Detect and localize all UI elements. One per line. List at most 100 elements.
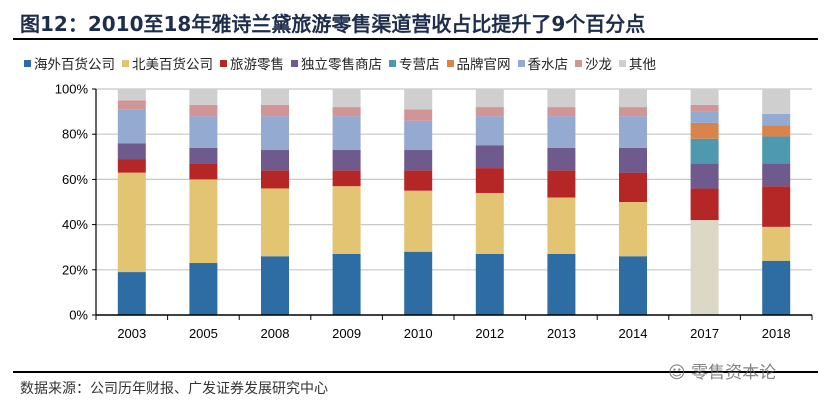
bar-segment: [690, 104, 719, 112]
bar-segment: [261, 89, 289, 105]
x-tick-label: 2012: [475, 326, 504, 341]
bar-segment: [404, 150, 433, 171]
bar-segment: [690, 188, 719, 221]
bar-segment: [762, 163, 791, 187]
x-tick-label: 2010: [404, 326, 433, 341]
bar-segment: [404, 109, 433, 121]
bar-segment: [117, 109, 146, 144]
bar-segment: [475, 107, 504, 117]
legend-swatch: [220, 59, 227, 67]
legend-item: 品牌官网: [446, 53, 511, 73]
bar-segment: [619, 202, 647, 257]
y-tick-label: 40%: [62, 217, 88, 232]
chart-legend: 海外百货公司 北美百货公司 旅游零售 独立零售商店 专营店 品牌官网 香水店 沙龙 其他: [24, 53, 656, 73]
bar-segment: [117, 143, 146, 160]
bar-segment: [547, 89, 576, 108]
bar-segment: [762, 226, 791, 261]
y-tick-label: 60%: [62, 172, 88, 187]
watermark-text: 零售资本论: [691, 363, 777, 383]
stacked-bar-chart: 0% 20% 40% 60% 80% 100% 2003 2005 2008 2009 2010 20…: [55, 82, 813, 341]
legend-item: 香水店: [517, 53, 568, 73]
y-tick-label: 80%: [62, 127, 88, 142]
bar-segment: [619, 89, 647, 108]
legend-label: 独立零售商店: [301, 57, 382, 73]
bar-segment: [475, 192, 504, 254]
x-tick-label: 2009: [332, 326, 361, 341]
bar-segment: [690, 111, 719, 123]
legend-swatch: [575, 59, 582, 67]
bar-segment: [189, 179, 218, 264]
bar-segment: [189, 89, 218, 105]
legend-swatch: [389, 59, 396, 67]
legend-swatch: [291, 59, 298, 67]
bar-segment: [404, 170, 433, 191]
bar-segment: [332, 170, 361, 187]
bar-segment: [332, 186, 361, 254]
legend-swatch: [122, 59, 129, 67]
bar-segment: [475, 168, 504, 193]
bar-segment: [189, 104, 218, 117]
figure-title: 图12：2010至18年雅诗兰黛旅游零售渠道营收占比提升了9个百分点: [20, 12, 646, 36]
x-tick-label: 2005: [189, 326, 218, 341]
legend-label: 其他: [629, 57, 656, 73]
bar-segment: [619, 172, 647, 202]
legend-item: 专营店: [389, 53, 440, 73]
legend-label: 专营店: [399, 57, 440, 73]
x-tick-label: 2003: [117, 326, 146, 341]
bar-segment: [547, 197, 576, 254]
legend-item: 独立零售商店: [291, 53, 382, 73]
bar-segment: [261, 116, 289, 151]
legend-swatch: [24, 59, 31, 67]
bar-segment: [619, 116, 647, 148]
x-tick-label: 2017: [690, 326, 719, 341]
bar-segment: [189, 147, 218, 164]
bar-segment: [332, 89, 361, 108]
bar-segment: [189, 163, 218, 180]
bar-segment: [117, 100, 146, 110]
bar-segment: [189, 263, 218, 315]
bar-segment: [404, 190, 433, 252]
bar-segment: [547, 170, 576, 198]
bar-segment: [475, 116, 504, 146]
legend-label: 沙龙: [585, 57, 612, 73]
bar-segment: [404, 251, 433, 315]
legend-label: 品牌官网: [456, 57, 511, 73]
watermark: ☺ 零售资本论: [668, 363, 777, 383]
y-tick-label: 100%: [55, 82, 89, 97]
bar-segment: [404, 89, 433, 110]
x-tick-label: 2018: [762, 326, 791, 341]
x-tick-label: 2008: [261, 326, 290, 341]
bar-segment: [762, 89, 791, 114]
bar-segment: [690, 89, 719, 105]
source-note: 数据来源：公司历年财报、广发证券发展研究中心: [20, 381, 328, 397]
bar-segment: [117, 89, 146, 101]
y-tick-label: 20%: [62, 262, 88, 277]
y-tick-label: 0%: [69, 308, 88, 323]
bar-segment: [332, 116, 361, 151]
bar-segment: [619, 256, 647, 315]
bar-segment: [547, 147, 576, 171]
bar-segment: [117, 159, 146, 173]
bar-segment: [762, 260, 791, 315]
bar-segment: [547, 253, 576, 315]
bar-segment: [261, 256, 289, 315]
x-tick-label: 2013: [547, 326, 576, 341]
footer-rule: [13, 371, 818, 373]
bar-segment: [762, 136, 791, 164]
bar-segment: [547, 107, 576, 117]
bar-segment: [690, 138, 719, 164]
bar-segment: [261, 150, 289, 171]
bar-segment: [690, 122, 719, 139]
legend-label: 海外百货公司: [34, 57, 115, 73]
bar-segment: [261, 188, 289, 257]
bar-segment: [117, 172, 146, 273]
bar-segment: [117, 272, 146, 315]
bar-segment: [475, 89, 504, 108]
legend-label: 旅游零售: [230, 57, 284, 73]
legend-item: 北美百货公司: [122, 53, 213, 73]
legend-swatch: [446, 59, 454, 67]
x-tick-label: 2014: [619, 326, 648, 341]
legend-swatch: [517, 59, 525, 67]
legend-item: 海外百货公司: [24, 53, 115, 73]
bar-segment: [762, 113, 791, 126]
